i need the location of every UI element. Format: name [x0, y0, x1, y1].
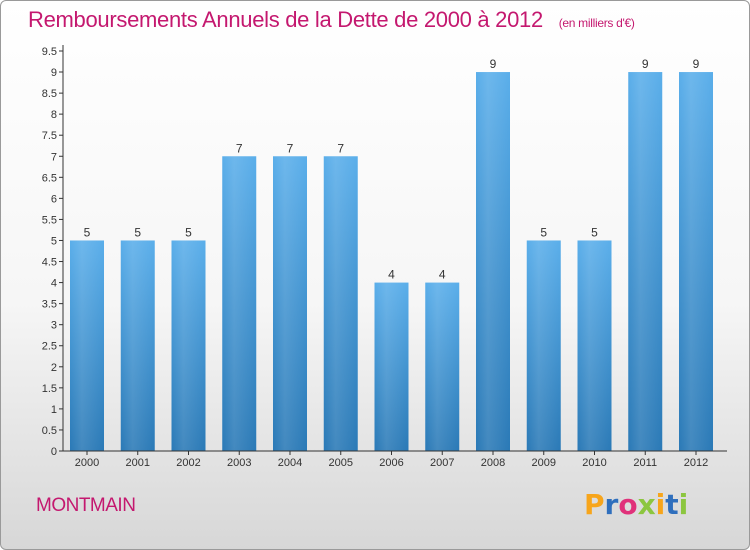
bar-shine-2003	[222, 156, 257, 451]
logo-letter: r	[604, 488, 619, 521]
data-label-2001: 5	[134, 225, 141, 239]
bar-shine-2000	[70, 240, 104, 451]
x-tick-label-2000: 2000	[75, 457, 99, 469]
data-label-2005: 7	[337, 141, 344, 155]
bar-shine-2011	[628, 72, 663, 451]
x-tick-label-2002: 2002	[176, 457, 200, 469]
y-tick-label-0: 0	[51, 446, 57, 458]
y-tick-label-7: 7	[51, 151, 57, 163]
y-tick-label-9: 9	[51, 67, 57, 79]
x-tick-label-2003: 2003	[227, 457, 251, 469]
bar-shine-2005	[323, 156, 358, 451]
logo-letter: i	[678, 488, 689, 521]
y-tick-label-4: 4	[51, 278, 57, 290]
data-label-2003: 7	[236, 141, 243, 155]
data-label-2004: 7	[287, 141, 294, 155]
y-tick-label-8: 8	[51, 109, 57, 121]
data-label-2010: 5	[591, 225, 598, 239]
data-label-2012: 9	[693, 57, 700, 71]
x-tick-label-2006: 2006	[379, 457, 403, 469]
data-label-2000: 5	[84, 225, 91, 239]
y-tick-label-4.5: 4.5	[42, 257, 57, 269]
x-tick-label-2009: 2009	[532, 457, 556, 469]
bar-shine-2006	[374, 282, 409, 451]
y-tick-label-5: 5	[51, 235, 57, 247]
x-tick-label-2008: 2008	[481, 457, 505, 469]
x-tick-label-2007: 2007	[430, 457, 454, 469]
logo-letter: P	[584, 488, 605, 521]
y-tick-label-3.5: 3.5	[42, 299, 57, 311]
bar-shine-2002	[171, 240, 206, 451]
y-tick-label-6.5: 6.5	[42, 172, 57, 184]
data-label-2011: 9	[642, 57, 649, 71]
x-tick-label-2010: 2010	[582, 457, 606, 469]
logo-letter: i	[655, 488, 666, 521]
x-tick-label-2012: 2012	[684, 457, 708, 469]
bar-shine-2012	[679, 72, 713, 451]
chart-title-text: Remboursements Annuels de la Dette de 20…	[28, 7, 543, 32]
x-tick-label-2001: 2001	[126, 457, 150, 469]
y-tick-label-3: 3	[51, 320, 57, 332]
x-tick-label-2004: 2004	[278, 457, 302, 469]
y-tick-label-9.5: 9.5	[42, 46, 57, 58]
proxiti-logo: Proxiti	[584, 488, 688, 521]
bar-shine-2008	[476, 72, 510, 451]
x-tick-label-2011: 2011	[633, 457, 657, 469]
bar-shine-2001	[120, 240, 155, 451]
y-tick-label-8.5: 8.5	[42, 88, 57, 100]
bar-shine-2010	[577, 240, 612, 451]
y-tick-label-2: 2	[51, 362, 57, 374]
chart-title: Remboursements Annuels de la Dette de 20…	[28, 7, 635, 33]
data-label-2007: 4	[439, 268, 446, 282]
y-tick-label-0.5: 0.5	[42, 425, 57, 437]
y-tick-label-1: 1	[51, 404, 57, 416]
logo-letter: x	[637, 488, 656, 521]
y-tick-label-2.5: 2.5	[42, 341, 57, 353]
data-label-2008: 9	[490, 57, 497, 71]
bar-shine-2004	[273, 156, 307, 451]
data-label-2006: 4	[388, 268, 395, 282]
bar-shine-2007	[425, 282, 460, 451]
municipality-name: MONTMAIN	[36, 495, 136, 516]
y-tick-label-7.5: 7.5	[42, 130, 57, 142]
logo-letter: t	[665, 488, 679, 521]
bar-shine-2009	[526, 240, 561, 451]
y-tick-label-6: 6	[51, 193, 57, 205]
data-label-2002: 5	[185, 225, 192, 239]
y-tick-label-1.5: 1.5	[42, 383, 57, 395]
logo-letter: o	[618, 488, 638, 521]
chart-subtitle: (en milliers d'€)	[558, 16, 635, 30]
x-tick-label-2005: 2005	[329, 457, 353, 469]
y-tick-label-5.5: 5.5	[42, 214, 57, 226]
data-label-2009: 5	[540, 225, 547, 239]
